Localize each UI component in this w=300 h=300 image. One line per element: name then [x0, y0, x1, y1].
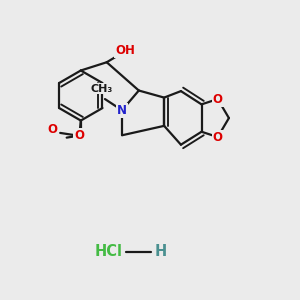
- Text: CH₃: CH₃: [90, 84, 112, 94]
- Text: O: O: [48, 123, 58, 136]
- Text: O: O: [213, 93, 223, 106]
- Text: O: O: [213, 130, 223, 143]
- Text: OH: OH: [115, 44, 135, 57]
- Text: N: N: [117, 104, 127, 117]
- Text: H: H: [155, 244, 167, 259]
- Text: HCl: HCl: [95, 244, 123, 259]
- Text: O: O: [74, 129, 84, 142]
